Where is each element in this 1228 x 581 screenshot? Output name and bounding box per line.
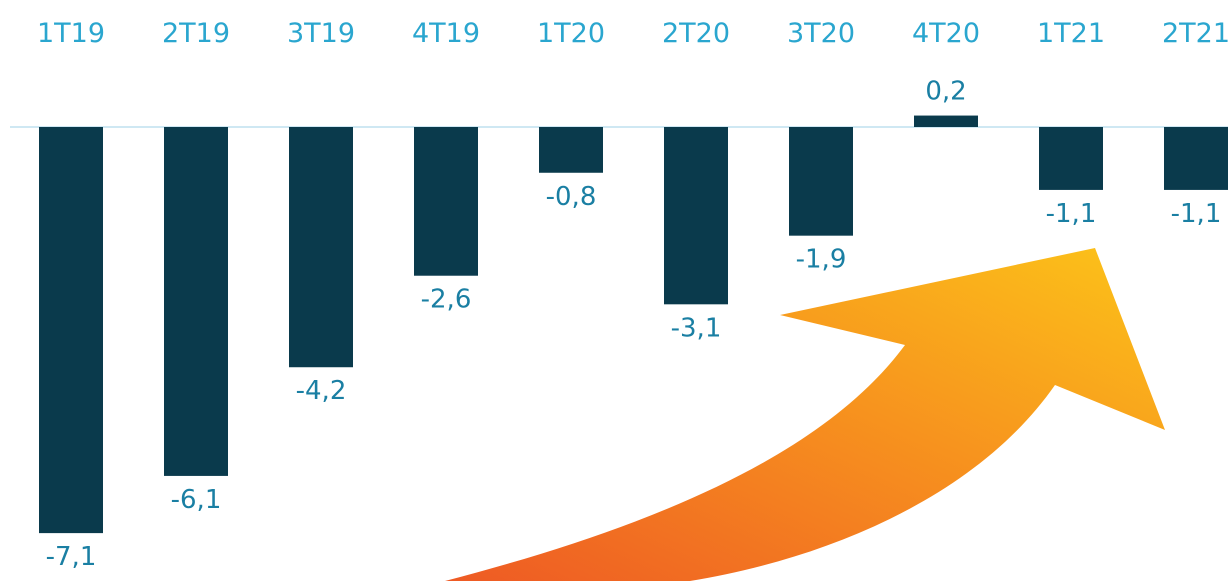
value-label-3t20: -1,9 <box>796 245 847 275</box>
value-label-4t20: 0,2 <box>925 77 966 107</box>
category-label-4t19: 4T19 <box>412 18 480 49</box>
bar-1t19 <box>39 127 103 534</box>
bar-3t19 <box>289 127 353 368</box>
bar-4t20 <box>914 115 978 127</box>
value-label-4t19: -2,6 <box>421 285 472 315</box>
category-label-2t19: 2T19 <box>162 18 230 49</box>
category-label-1t20: 1T20 <box>537 18 605 49</box>
category-label-3t20: 3T20 <box>787 18 855 49</box>
category-label-1t21: 1T21 <box>1037 18 1105 49</box>
category-label-4t20: 4T20 <box>912 18 980 49</box>
value-label-1t21: -1,1 <box>1046 199 1097 229</box>
category-label-2t21: 2T21 <box>1162 18 1228 49</box>
bar-2t20 <box>664 127 728 305</box>
value-label-3t19: -4,2 <box>296 376 347 406</box>
bar-3t20 <box>789 127 853 236</box>
bar-2t21 <box>1164 127 1228 190</box>
bar-1t21 <box>1039 127 1103 190</box>
upward-trend-arrow-icon <box>445 248 1165 581</box>
value-label-1t20: -0,8 <box>546 182 597 212</box>
value-label-2t19: -6,1 <box>171 485 222 515</box>
bar-1t20 <box>539 127 603 173</box>
category-label-3t19: 3T19 <box>287 18 355 49</box>
value-label-2t20: -3,1 <box>671 313 722 343</box>
category-label-1t19: 1T19 <box>37 18 105 49</box>
value-label-2t21: -1,1 <box>1171 199 1222 229</box>
bar-4t19 <box>414 127 478 276</box>
value-label-1t19: -7,1 <box>46 542 97 572</box>
bar-2t19 <box>164 127 228 476</box>
category-label-2t20: 2T20 <box>662 18 730 49</box>
